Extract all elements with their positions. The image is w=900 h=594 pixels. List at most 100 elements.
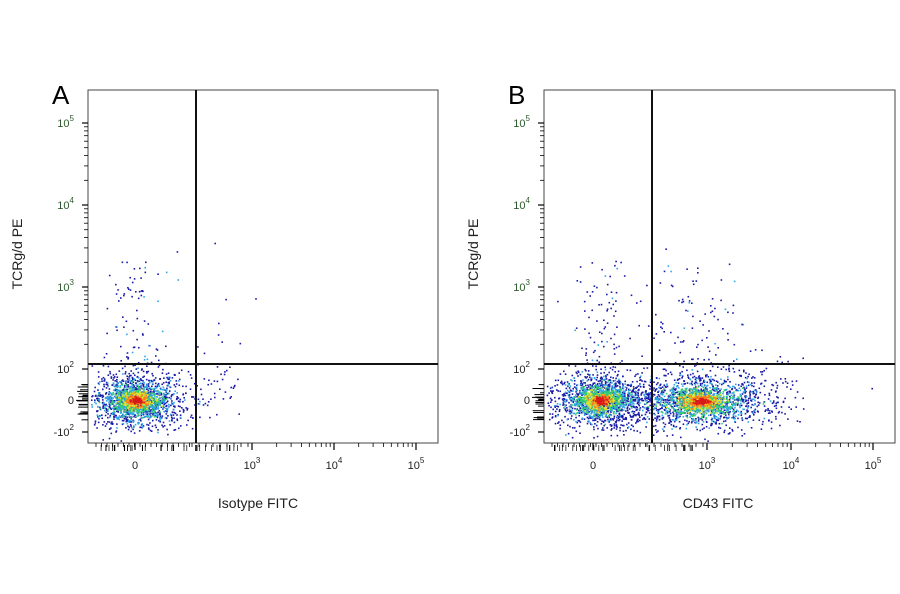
event-dot	[114, 400, 116, 402]
event-dot	[636, 401, 639, 404]
event-dot	[625, 398, 627, 401]
event-dot	[582, 404, 585, 407]
event-dot	[139, 418, 142, 421]
event-dot	[151, 425, 154, 428]
event-dot	[126, 261, 128, 264]
event-dot	[126, 398, 129, 401]
event-dot	[173, 429, 175, 431]
event-dot	[630, 399, 632, 402]
event-dot	[622, 385, 624, 388]
event-dot	[630, 400, 632, 402]
event-dot	[597, 398, 599, 400]
event-dot	[572, 412, 575, 415]
event-dot	[587, 399, 590, 401]
event-dot	[616, 400, 618, 403]
event-dot	[147, 403, 149, 405]
event-dot	[578, 401, 580, 403]
event-dot	[155, 415, 157, 418]
event-dot	[163, 377, 165, 379]
event-dot	[150, 361, 153, 364]
event-dot	[588, 374, 591, 376]
event-dot	[631, 404, 633, 406]
event-dot	[618, 380, 620, 382]
event-dot	[162, 407, 164, 410]
event-dot	[568, 391, 571, 393]
event-dot	[600, 372, 602, 375]
event-dot	[133, 278, 136, 280]
event-dot	[580, 383, 582, 386]
event-dot	[101, 414, 103, 416]
event-dot	[137, 385, 140, 388]
event-dot	[133, 420, 135, 422]
event-dot	[91, 404, 93, 406]
event-dot	[619, 383, 621, 385]
event-dot	[168, 405, 170, 408]
event-dot	[109, 406, 111, 409]
event-dot	[557, 414, 559, 417]
event-dot	[136, 398, 138, 400]
event-dot	[622, 391, 624, 394]
event-dot	[601, 399, 603, 402]
event-dot	[116, 410, 118, 413]
event-dot	[613, 394, 615, 397]
event-dot	[127, 421, 130, 423]
event-dot	[119, 385, 122, 387]
event-dot	[132, 428, 134, 431]
event-dot	[592, 399, 595, 402]
event-dot	[111, 421, 113, 423]
event-dot	[588, 402, 590, 405]
event-dot	[141, 405, 144, 408]
event-dot	[581, 394, 583, 396]
event-dot	[94, 386, 96, 389]
event-dot	[579, 403, 582, 405]
event-dot	[611, 424, 613, 427]
event-dot	[624, 390, 626, 393]
event-dot	[563, 392, 565, 395]
event-dot	[602, 408, 604, 410]
event-dot	[605, 391, 607, 393]
event-dot	[132, 364, 135, 367]
event-dot	[615, 401, 618, 404]
event-dot	[148, 395, 151, 397]
event-dot	[153, 413, 156, 415]
event-dot	[609, 275, 611, 278]
event-dot	[168, 390, 171, 392]
event-dot	[610, 291, 613, 293]
event-dot	[554, 415, 557, 418]
event-dot	[122, 393, 124, 396]
event-dot	[572, 399, 575, 401]
event-dot	[107, 421, 109, 423]
event-dot	[108, 416, 111, 419]
event-dot	[118, 370, 121, 372]
event-dot	[620, 395, 622, 397]
event-dot	[641, 399, 643, 402]
event-dot	[570, 390, 573, 392]
event-dot	[137, 367, 139, 370]
event-dot	[127, 400, 129, 402]
event-dot	[146, 391, 149, 394]
event-dot	[119, 381, 121, 383]
event-dot	[568, 412, 571, 415]
event-dot	[135, 415, 137, 418]
event-dot	[606, 381, 609, 384]
event-dot	[618, 396, 620, 399]
event-dot	[590, 396, 592, 398]
event-dot	[143, 391, 145, 394]
event-dot	[141, 395, 144, 397]
event-dot	[160, 388, 162, 391]
event-dot	[124, 389, 127, 391]
event-dot	[190, 377, 193, 379]
event-dot	[146, 372, 148, 374]
event-dot	[121, 404, 124, 406]
event-dot	[144, 399, 147, 402]
event-dot	[556, 403, 559, 405]
event-dot	[116, 427, 118, 429]
event-dot	[150, 408, 152, 411]
event-dot	[173, 411, 176, 414]
event-dot	[607, 401, 609, 403]
event-dot	[658, 390, 660, 392]
event-dot	[613, 424, 616, 427]
event-dot	[147, 412, 150, 414]
event-dot	[586, 359, 588, 361]
event-dot	[624, 397, 626, 399]
